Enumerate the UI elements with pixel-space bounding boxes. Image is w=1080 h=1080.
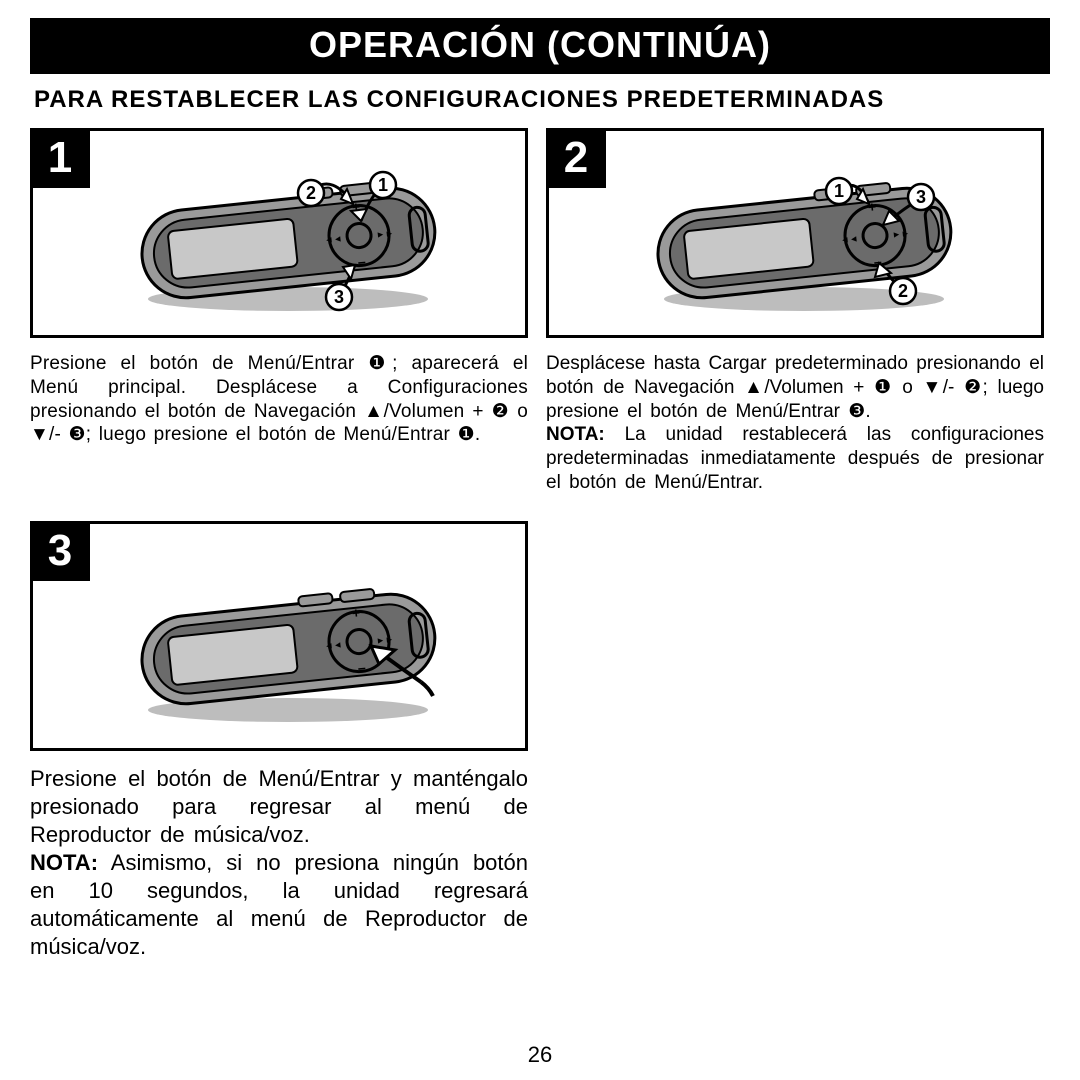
svg-text:►►: ►► [376,633,395,645]
step-1: 1 + [30,128,528,495]
step-2: 2 + − ◄◄ ►► [546,128,1044,495]
step-number: 2 [546,128,606,188]
svg-text:−: − [357,660,367,677]
page-number: 26 [0,1042,1080,1068]
svg-text:1: 1 [378,175,388,195]
svg-text:3: 3 [334,287,344,307]
step-text: Presione el botón de Menú/Entrar ❶; apar… [30,352,528,447]
figure-box: 3 + − ◄◄ ►► [30,521,528,751]
figure-box: 1 + [30,128,528,338]
step-3: 3 + − ◄◄ ►► [30,521,528,962]
svg-text:+: + [351,604,361,621]
section-subtitle: PARA RESTABLECER LAS CONFIGURACIONES PRE… [34,86,1050,114]
step-number: 3 [30,521,90,581]
svg-text:◄◄: ◄◄ [840,233,859,245]
step-text: Presione el botón de Menú/Entrar y manté… [30,765,528,962]
page-title: OPERACIÓN (CONTINÚA) [30,18,1050,74]
svg-text:2: 2 [898,281,908,301]
device-illustration: + − ◄◄ ►► [123,560,453,730]
svg-text:−: − [357,254,367,271]
step-text: Desplácese hasta Cargar predeterminado p… [546,352,1044,495]
svg-text:2: 2 [306,183,316,203]
svg-text:◄◄: ◄◄ [324,233,343,245]
step-number: 1 [30,128,90,188]
svg-text:◄◄: ◄◄ [324,639,343,651]
svg-text:►►: ►► [376,228,395,240]
svg-text:►►: ►► [892,228,911,240]
device-illustration: + − ◄◄ ►► [123,159,453,319]
figure-box: 2 + − ◄◄ ►► [546,128,1044,338]
svg-text:1: 1 [834,181,844,201]
device-illustration: + − ◄◄ ►► 1 [639,159,969,319]
svg-text:3: 3 [916,187,926,207]
